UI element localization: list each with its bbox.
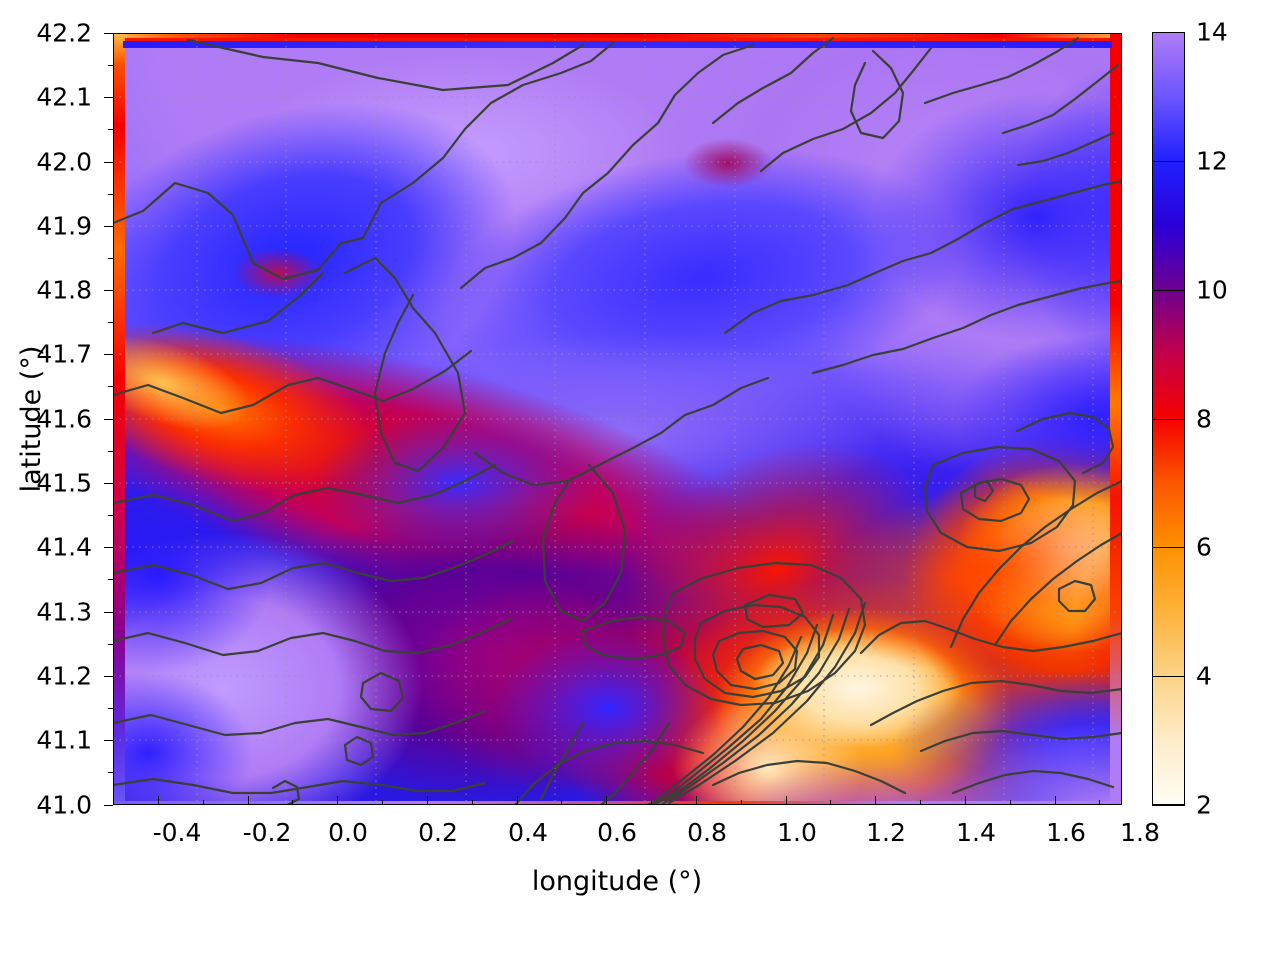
colorbar-tick xyxy=(1152,161,1185,162)
x-tick-label: 1.2 xyxy=(866,818,906,847)
colorbar-tick xyxy=(1152,32,1185,33)
y-tick-label: 42.0 xyxy=(36,147,92,177)
y-axis-title: latitude (°) xyxy=(15,345,47,493)
colorbar-tick-label: 4 xyxy=(1196,661,1212,691)
y-tick-label: 41.7 xyxy=(36,339,92,369)
x-tick-label: 0.8 xyxy=(687,818,727,847)
colorbar-tick xyxy=(1152,805,1185,806)
colorbar-tick-label: 14 xyxy=(1196,17,1228,47)
x-tick-label: 1.4 xyxy=(956,818,996,847)
x-tick-label: -0.4 xyxy=(152,818,202,847)
x-tick-label: 0.4 xyxy=(508,818,548,847)
x-tick-label: 0.2 xyxy=(418,818,458,847)
y-tick-label: 41.8 xyxy=(36,275,92,305)
y-tick-label: 41.2 xyxy=(36,661,92,691)
y-tick-label: 42.2 xyxy=(36,18,92,48)
y-tick-label: 41.5 xyxy=(36,468,92,498)
x-tick-label: 1.0 xyxy=(777,818,817,847)
colorbar-tick xyxy=(1152,419,1185,420)
colorbar-tick xyxy=(1152,290,1185,291)
x-tick-label: 1.8 xyxy=(1120,818,1160,847)
y-tick-label: 41.9 xyxy=(36,211,92,241)
x-tick-label: 0.6 xyxy=(597,818,637,847)
terrain-contour-overlay xyxy=(113,36,1122,805)
heatmap-plot-area xyxy=(113,33,1122,805)
y-tick-label: 41.3 xyxy=(36,597,92,627)
y-tick-label: 42.1 xyxy=(36,82,92,112)
colorbar-tick-label: 10 xyxy=(1196,275,1228,305)
x-tick-label: 0.0 xyxy=(328,818,368,847)
colorbar-tick-label: 8 xyxy=(1196,404,1212,434)
colorbar-tick xyxy=(1152,547,1185,548)
x-tick-label: 1.6 xyxy=(1046,818,1086,847)
colorbar-tick-label: 12 xyxy=(1196,146,1228,176)
colorbar-tick xyxy=(1152,676,1185,677)
x-axis-title: longitude (°) xyxy=(531,866,703,897)
y-tick-label: 41.6 xyxy=(36,404,92,434)
field-blob-red-spot-north xyxy=(683,138,773,188)
colorbar-tick-label: 6 xyxy=(1196,532,1212,562)
colorbar-tick-label: 2 xyxy=(1196,790,1212,820)
field-blob-blue-moat-center xyxy=(493,633,723,783)
y-tick-label: 41.4 xyxy=(36,532,92,562)
y-tick-label: 41.0 xyxy=(36,790,92,820)
x-tick-label: -0.2 xyxy=(242,818,292,847)
y-tick-label: 41.1 xyxy=(36,725,92,755)
